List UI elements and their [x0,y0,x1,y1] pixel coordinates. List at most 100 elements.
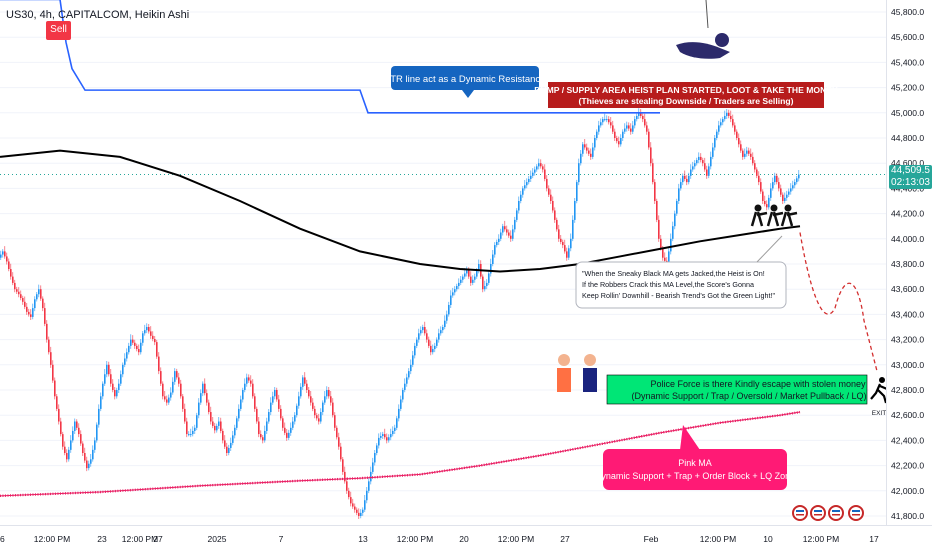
candle-body [588,150,590,154]
candle-body [350,497,352,504]
exit-runner-limbs [870,383,888,404]
candle-body [4,251,6,257]
candle-body [732,119,734,126]
candle-body [174,371,176,382]
candle-body [208,402,210,413]
candle-body [484,286,486,290]
candle-body [248,377,250,381]
candle-body [410,364,412,372]
us-flag-icon [792,505,808,521]
candle-body [782,194,784,201]
candle-body [230,442,232,448]
candle-body [64,446,66,453]
candle-body [710,156,712,167]
candle-body [442,327,444,331]
atr-note-text: ATR line act as a Dynamic Resistance [385,74,546,85]
candle-body [752,156,754,164]
candle-body [682,175,684,183]
candle-body [84,453,86,461]
candle-body [796,178,798,183]
candle-body [242,390,244,400]
candle-body [54,380,56,397]
candle-body [36,294,38,300]
candle-body [238,408,240,419]
candle-body [2,251,4,255]
candle-body [478,264,480,271]
moving-averages [0,0,878,498]
candle-body [124,358,126,365]
price-tick: 42,400.0 [891,435,924,445]
candle-body [592,147,594,157]
candle-body [506,229,508,233]
candle-body [372,462,374,472]
candle-body [614,131,616,138]
flag-canton [832,510,840,512]
candle-body [456,286,458,290]
candle-body [434,345,436,350]
candle-body [630,128,632,132]
atr-note-box [391,66,539,90]
candle-body [126,352,128,359]
time-tick: 10 [763,534,773,544]
prisoner-icon [558,354,570,366]
candle-body [30,314,32,317]
candle-body [634,119,636,126]
candle-body [210,412,212,422]
candle-body [320,412,322,422]
candle-body [766,204,768,208]
candle-body [158,356,160,372]
time-tick: 27 [560,534,570,544]
robber-limbs [750,211,768,227]
pink-note-sub: Dynamic Support + Trap + Order Block + L… [595,471,795,481]
candle-body [558,229,560,239]
candle-body [406,377,408,384]
flag-stripe [796,514,804,516]
candle-body [652,163,654,183]
time-axis[interactable]: 6 12:00 PM 23 12:00 PM 27 2025 7 13 12:00 PM 20 12… [0,525,932,551]
candle-body [308,390,310,397]
time-tick: 23 [97,534,107,544]
candle-body [718,125,720,132]
candle-body [640,112,642,116]
candle-body [386,437,388,441]
candle-body [616,138,618,142]
candle-body [70,440,72,450]
bar-countdown: 02:13:03 [891,177,930,188]
candle-body [708,166,710,176]
time-tick: 7 [279,534,284,544]
candle-body [438,333,440,340]
supply-title: DUMP / SUPPLY AREA HEIST PLAN STARTED, L… [534,85,838,95]
candle-body [540,163,542,167]
us-flag-icon [828,505,844,521]
candle-body [354,506,356,510]
candle-body [772,182,774,189]
candle-body [28,311,30,315]
candle-body [430,345,432,353]
candle-body [266,421,268,431]
candle-body [638,112,640,116]
candle-body [734,125,736,132]
candle-body [746,150,748,154]
price-tick: 44,800.0 [891,133,924,143]
candle-body [12,276,14,283]
candle-body [642,115,644,120]
time-tick: 20 [459,534,469,544]
candle-body [280,408,282,419]
candle-body [794,182,796,186]
pink-note-title: Pink MA [678,458,712,468]
candle-body [80,434,82,444]
candle-body [66,453,68,460]
candle-body [564,245,566,252]
candle-body [128,345,130,353]
us-flag-icon [810,505,826,521]
robber-limbs [780,211,798,227]
candle-body [236,418,238,428]
time-tick: 27 [153,534,163,544]
candle-body [798,174,800,179]
candle-body [464,273,466,277]
candle-body [650,147,652,164]
price-axis[interactable]: 45,800.0 45,600.0 45,400.0 45,200.0 45,000.0… [886,0,932,525]
candle-body [118,383,120,390]
